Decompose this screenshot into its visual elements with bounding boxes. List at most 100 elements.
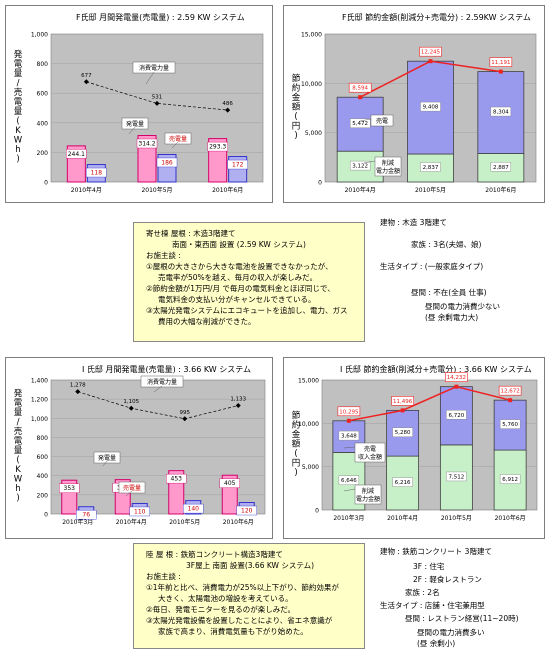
- x-tick-label: 2010年5月: [169, 518, 200, 526]
- data-label: 405: [224, 480, 236, 487]
- data-label-box: [129, 506, 150, 517]
- line-label: 12,672: [501, 389, 520, 395]
- data-label: 7,512: [449, 474, 465, 480]
- f-comment-line-2: 南面・東西面 設置 (2.59 KW システム): [172, 240, 306, 249]
- callout-label: 消費電力量: [139, 64, 169, 72]
- y-tick-label: 1,000: [31, 32, 48, 39]
- y-tick-label: 1,000: [31, 416, 48, 423]
- f-info-family: 家族 : 3名(夫婦、娘): [411, 240, 482, 249]
- i-generation-chart-svg: I 氏邸 月間発電量(売電量) : 3.66 KW システム 0 200 400 600…: [14, 364, 266, 526]
- x-tick-label: 2010年3月: [333, 514, 364, 522]
- f-info-building: 建物 : 木造 3階建て: [380, 218, 447, 227]
- i-info-3f: 3F : 住宅: [413, 562, 445, 571]
- data-label: 120: [241, 508, 253, 515]
- data-label: 8,304: [493, 110, 509, 116]
- callout-label: 発電量: [98, 454, 116, 462]
- callout-leader: [171, 141, 179, 149]
- data-label-box: [183, 503, 204, 514]
- y-tick-label: 800: [37, 435, 49, 442]
- callout-box: [132, 61, 176, 74]
- callout-leader: [363, 160, 376, 164]
- data-label-box: [66, 149, 87, 159]
- chart-title: I 氏邸 月間発電量(売電量) : 3.66 KW システム: [82, 364, 251, 374]
- line-point: [508, 398, 513, 403]
- line-label-box: [498, 385, 522, 396]
- data-label: 172: [232, 162, 244, 169]
- x-tick-label: 2010年6月: [212, 186, 243, 194]
- line-label-box: [489, 57, 513, 67]
- line-consumption: [86, 81, 228, 111]
- i-building-info: 建物 : 鉄筋コンクリート 3階建て 3F : 住宅 2F : 軽食レストラン …: [375, 543, 547, 653]
- data-label-box: [76, 510, 97, 520]
- y-tick-label: 200: [37, 492, 49, 499]
- callout-label: 売電: [376, 117, 388, 125]
- y-tick-label: 600: [37, 91, 49, 98]
- line-label: 995: [180, 410, 191, 416]
- data-label: 5,472: [352, 121, 368, 127]
- data-label: 6,646: [341, 478, 357, 484]
- f-savings-chart: F氏邸 節約金額(削減分+売電分) : 2.59KW システム 0 5,000 10,…: [283, 5, 545, 203]
- data-label: 6,216: [395, 480, 411, 486]
- data-label-box: [236, 505, 257, 516]
- callout-leader: [343, 446, 356, 449]
- f-generation-chart: F氏邸 月間発電量(売電量) : 2.59 KW システム 0 200 400 600 8…: [5, 5, 273, 203]
- y-tick-label: 400: [37, 120, 49, 127]
- i-info-daytime: 昼間 : レストラン経営(11~20時): [405, 614, 519, 623]
- line-point: [75, 389, 81, 395]
- i-info-building: 建物 : 鉄筋コンクリート 3階建て: [380, 547, 492, 556]
- x-tick-label: 2010年6月: [495, 514, 526, 522]
- line-point: [358, 95, 363, 100]
- data-label: 110: [134, 508, 146, 515]
- y-tick-label: 0: [315, 508, 319, 515]
- f-building-info: 建物 : 木造 3階建て 家族 : 3名(夫婦、娘) 生活タイプ : (一般家庭…: [375, 212, 545, 352]
- chart-title: F氏邸 月間発電量(売電量) : 2.59 KW システム: [76, 12, 245, 22]
- data-label-box: [446, 471, 467, 482]
- i-info-daytime-usage: 昼間の電力消費多い: [417, 628, 485, 637]
- callout-box: [374, 156, 402, 177]
- data-label: 6,720: [449, 413, 465, 419]
- y-tick-label: 600: [37, 454, 49, 461]
- f-info-daytime-usage: 昼間の電力消費少ない: [425, 302, 500, 311]
- line-label-box: [445, 372, 468, 382]
- data-label: 353: [64, 485, 76, 492]
- f-comment-line-7: 電気料金の支払い分がキャンセルできている。: [158, 295, 316, 304]
- i-generation-chart: I 氏邸 月間発電量(売電量) : 3.66 KW システム 0 200 400 600…: [5, 357, 273, 539]
- callout-leader: [343, 488, 356, 492]
- data-label-box: [59, 483, 80, 493]
- data-label: 293.3: [209, 144, 226, 151]
- data-label-box: [349, 160, 371, 171]
- data-label-box: [490, 106, 512, 117]
- f-comment-line-4: ①屋根の大きさから大きな電池を設置できなかったが、: [146, 262, 333, 271]
- line-label: 677: [81, 73, 92, 79]
- y-tick-label: 5,000: [302, 464, 319, 471]
- data-label-box: [349, 118, 371, 128]
- callout-box: [164, 132, 192, 145]
- line-label: 12,245: [421, 50, 441, 56]
- data-label-box: [446, 410, 467, 420]
- y-tick-label: 0: [44, 512, 48, 519]
- line-point: [235, 403, 241, 409]
- f-comment-line-9: 費用の大幅な削減ができた。: [158, 317, 256, 326]
- i-info-daytime-surplus: (昼 余剰小): [417, 639, 456, 648]
- data-label: 6,912: [502, 477, 518, 483]
- i-comment-line-2: 3F屋上 南面 設置(3.66 KW システム): [186, 561, 315, 570]
- y-tick-label: 10,000: [298, 421, 319, 428]
- data-label-box: [392, 477, 413, 487]
- line-point: [454, 384, 459, 389]
- data-label-box: [136, 138, 158, 149]
- callout-box: [93, 451, 121, 464]
- line-point: [128, 405, 134, 411]
- line-label: 1,133: [230, 397, 246, 403]
- line-point: [225, 107, 231, 113]
- data-label: 2,887: [493, 165, 509, 171]
- f-info-daytime-surplus: (昼 余剰電力大): [425, 313, 479, 322]
- line-label-box: [337, 406, 361, 417]
- data-label: 9,408: [423, 105, 439, 111]
- callout-leader: [153, 385, 163, 393]
- line-label: 1,278: [70, 383, 86, 389]
- f-savings-chart-svg: F氏邸 節約金額(削減分+売電分) : 2.59KW システム 0 5,000 10,…: [292, 12, 537, 194]
- callout-box: [354, 442, 386, 463]
- x-tick-label: 2010年6月: [485, 186, 516, 194]
- i-comment-line-4: ①1年前と比べ、消費電力が25%以上下がり、節約効果が: [146, 583, 339, 592]
